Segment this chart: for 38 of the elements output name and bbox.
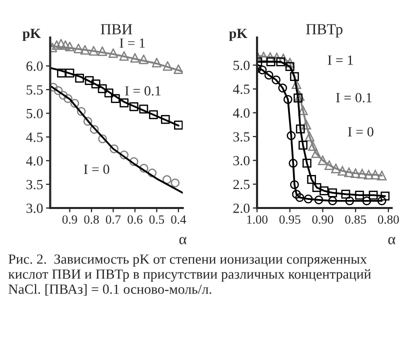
y-tick-label: 2.5 — [233, 180, 250, 190]
annotation: I = 0.1 — [336, 92, 372, 102]
annotation: I = 1 — [120, 38, 145, 48]
y-tick-label: 3.0 — [233, 156, 250, 166]
annotation: I = 0 — [84, 164, 110, 174]
x-axis-title: α — [388, 236, 396, 244]
x-tick-label: 0.7 — [106, 215, 121, 224]
y-tick-label: 2.0 — [233, 204, 250, 214]
x-tick-label: 0.6 — [128, 215, 142, 224]
x-tick-label: 1.00 — [247, 215, 268, 224]
annotation: I = 0 — [348, 127, 374, 136]
y-tick-label: 4.0 — [233, 108, 250, 118]
x-tick-label: 0.4 — [171, 215, 186, 224]
y-tick-label: 5.0 — [26, 108, 43, 118]
x-tick-label: 0.85 — [345, 215, 366, 224]
annotation: I = 1 — [328, 56, 353, 65]
y-tick-label: 3.5 — [26, 180, 43, 190]
x-tick-label: 0.90 — [312, 215, 334, 224]
text: Рис. 2. Зависимость pK от степени ионизации сопряженных кислот ПВИ и ПВТр в присутствии различных концентраций NaCl. [ПВАз] = 0.1 осново-моль/л. — [8, 254, 371, 296]
y-tick-label: 6.0 — [26, 62, 43, 71]
y-tick-label: 3.5 — [233, 132, 250, 142]
x-tick-label: 0.95 — [279, 215, 300, 224]
chart-title: ПВТр — [306, 24, 342, 38]
x-tick-label: 0.8 — [84, 215, 99, 224]
chart-title: ПВИ — [100, 24, 132, 34]
y-tick-label: 5.5 — [26, 85, 43, 95]
annotation: I = 0.1 — [125, 86, 161, 96]
y-tick-label: 4.5 — [233, 84, 250, 94]
x-tick-label: 0.80 — [378, 215, 399, 224]
x-tick-label: 0.5 — [149, 215, 164, 224]
y-axis-title: pK — [229, 28, 248, 41]
y-tick-label: 3.0 — [26, 204, 43, 214]
x-tick-label: 0.9 — [62, 215, 78, 224]
x-axis-title: α — [179, 236, 186, 244]
y-tick-label: 4.5 — [26, 132, 43, 142]
y-tick-label: 4.0 — [26, 156, 43, 166]
y-tick-label: 5.0 — [234, 60, 250, 70]
y-axis-title: pK — [22, 28, 41, 41]
